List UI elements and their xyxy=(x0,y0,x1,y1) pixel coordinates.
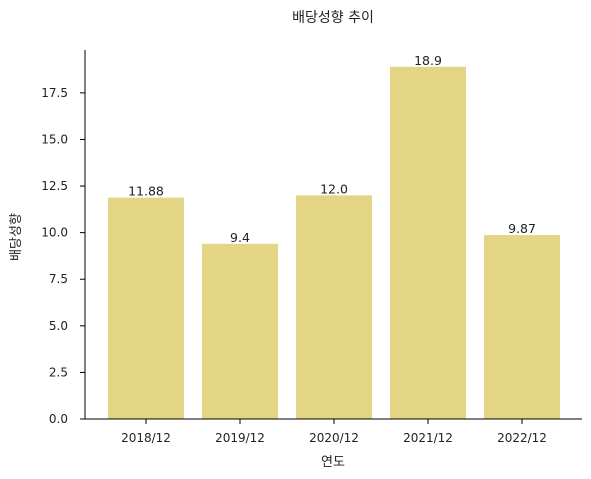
y-axis-ticks: 0.0 2.5 5.0 7.5 10.0 12.5 15.0 17.5 xyxy=(41,86,85,426)
bar-2019/12 xyxy=(202,243,278,419)
y-tick-label: 10.0 xyxy=(41,226,68,240)
x-axis-ticks: 2018/12 2019/12 2020/12 2021/12 2022/12 xyxy=(121,419,547,445)
x-tick-label: 2022/12 xyxy=(497,431,547,445)
x-tick-label: 2020/12 xyxy=(309,431,359,445)
data-label-2020/12: 12.0 xyxy=(320,181,348,196)
x-axis-label: 연도 xyxy=(321,455,345,470)
bar-2022/12 xyxy=(484,235,560,419)
data-label-2022/12: 9.87 xyxy=(508,221,536,236)
y-tick-label: 5.0 xyxy=(49,319,68,333)
y-tick-label: 15.0 xyxy=(41,132,68,146)
chart-title: 배당성향 추이 xyxy=(292,10,374,26)
x-tick-label: 2019/12 xyxy=(215,431,265,445)
y-tick-label: 7.5 xyxy=(49,272,68,286)
x-tick-label: 2018/12 xyxy=(121,431,171,445)
y-axis-label: 배당성향 xyxy=(9,213,24,261)
y-tick-label: 17.5 xyxy=(41,86,68,100)
bar-2020/12 xyxy=(296,195,372,419)
y-tick-label: 12.5 xyxy=(41,179,68,193)
data-label-2021/12: 18.9 xyxy=(414,53,442,68)
bar-2021/12 xyxy=(390,66,466,419)
y-tick-label: 0.0 xyxy=(49,412,68,426)
bar-2018/12 xyxy=(108,197,184,419)
y-tick-label: 2.5 xyxy=(49,365,68,379)
data-labels-group: 11.88 9.4 12.0 18.9 9.87 xyxy=(128,53,536,245)
data-label-2018/12: 11.88 xyxy=(128,184,164,199)
data-label-2019/12: 9.4 xyxy=(230,230,250,245)
bars-group xyxy=(108,66,560,419)
x-tick-label: 2021/12 xyxy=(403,431,453,445)
